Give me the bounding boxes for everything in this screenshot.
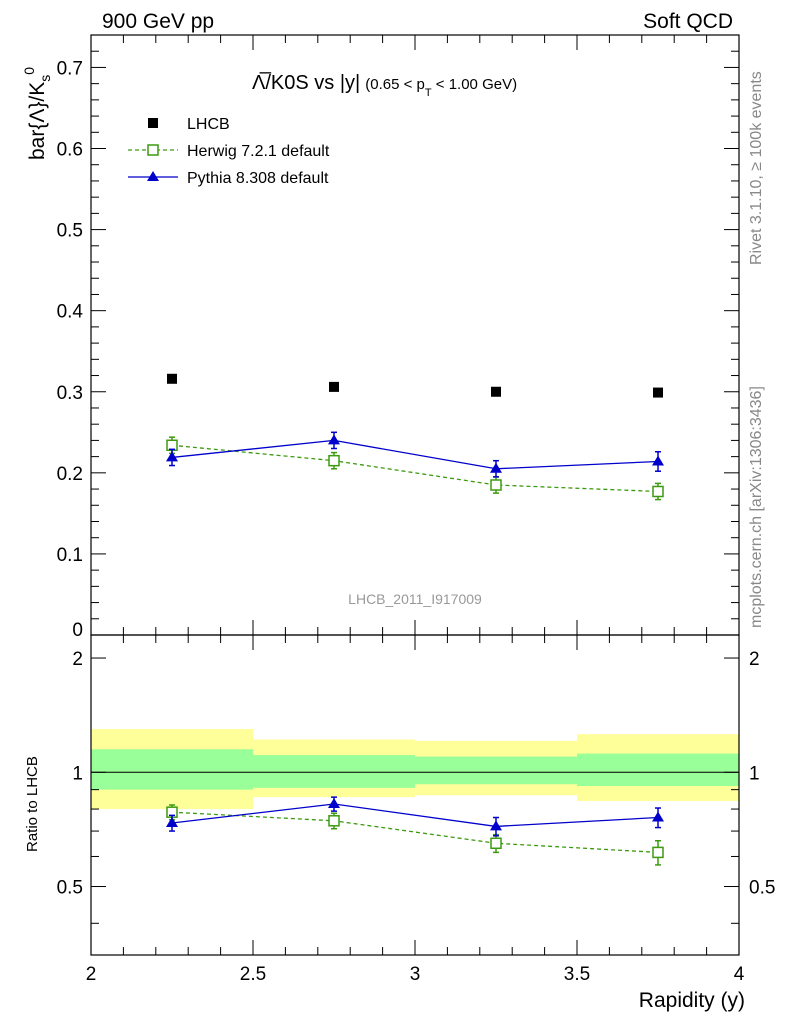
ratio-band-inner [253,755,415,788]
y-tick-label-main-zero: 0 [72,620,83,641]
herwig-point [328,454,340,467]
legend-marker-pythia [147,171,159,181]
y-tick-label-ratio-right: 1 [749,763,760,784]
legend-marker-lhcb [148,118,158,128]
y-tick-label-ratio: 2 [72,649,83,670]
y-tick-label-ratio-right: 2 [749,649,760,670]
legend-label-pythia: Pythia 8.308 default [187,170,329,187]
x-tick-label: 3 [410,964,421,985]
side-label-top: Rivet 3.1.10, ≥ 100k events [748,71,765,265]
legend-label-herwig: Herwig 7.2.1 default [187,143,330,160]
y-tick-label-main: 0.7 [57,58,83,79]
y-tick-label-main: 0.4 [57,302,84,323]
marks [166,373,664,866]
header-left-label: 900 GeV pp [102,10,214,33]
ratio-band-inner [415,756,577,785]
ratio-band-inner [577,753,739,787]
pythia-ratio-point [328,797,340,808]
pythia-line [171,439,659,470]
pythia-point [490,462,502,473]
pythia-point [652,455,664,466]
pythia-point [166,451,178,462]
chart-title: Λ̅/K0S vs |y| (0.65 < pT < 1.00 GeV) [252,71,517,99]
lhcb-point [329,381,339,392]
lhcb-point [491,386,501,397]
herwig-ratio-point [652,846,664,859]
herwig-ratio-point [328,815,340,827]
pythia-ratio-point [490,820,502,831]
pythia-ratio-point [652,811,664,822]
lhcb-point [653,387,663,398]
lhcb-point [167,373,177,384]
x-axis-label: Rapidity (y) [639,989,745,1012]
ratio-band-inner [91,749,253,790]
side-label-bottom: mcplots.cern.ch [arXiv:1306:3436] [748,386,765,628]
axes [90,34,740,956]
herwig-line [171,444,659,493]
y-tick-label-ratio: 0.5 [57,878,83,899]
herwig-point [490,479,502,491]
main-y-axis-label: bar{Λ}/Ks0 [21,67,53,160]
x-tick-label: 4 [734,964,745,985]
legend-label-lhcb: LHCB [187,116,230,133]
y-tick-label-ratio-right: 0.5 [749,878,775,899]
analysis-watermark: LHCB_2011_I917009 [348,591,482,607]
herwig-ratio-line [171,811,659,854]
herwig-ratio-point [490,837,502,850]
pythia-point [328,434,340,445]
ratio-bands [91,729,739,810]
header-right-label: Soft QCD [643,10,733,33]
pythia-ratio-point [166,817,178,828]
legend: LHCB Herwig 7.2.1 default Pythia 8.308 d… [128,116,330,187]
y-tick-label-main: 0.2 [57,464,83,485]
x-tick-label: 3.5 [564,964,590,985]
herwig-point [652,485,664,498]
legend-marker-herwig [147,144,159,156]
y-tick-label-main: 0.6 [57,140,83,161]
pythia-ratio-line [171,803,659,828]
y-tick-label-ratio: 1 [72,763,83,784]
x-tick-label: 2.5 [240,964,266,985]
y-tick-label-main: 0.3 [57,383,83,404]
y-tick-label-main: 0.1 [57,545,83,566]
ratio-y-axis-label: Ratio to LHCB [24,756,41,852]
tick-labels: 2 2.5 3 3.5 4 0.1 0.2 0.3 0.4 0.5 0.6 0.7 0 0.5 0.5 1 1 2… [57,58,776,985]
y-tick-label-main: 0.5 [57,221,83,242]
x-tick-label: 2 [86,964,97,985]
